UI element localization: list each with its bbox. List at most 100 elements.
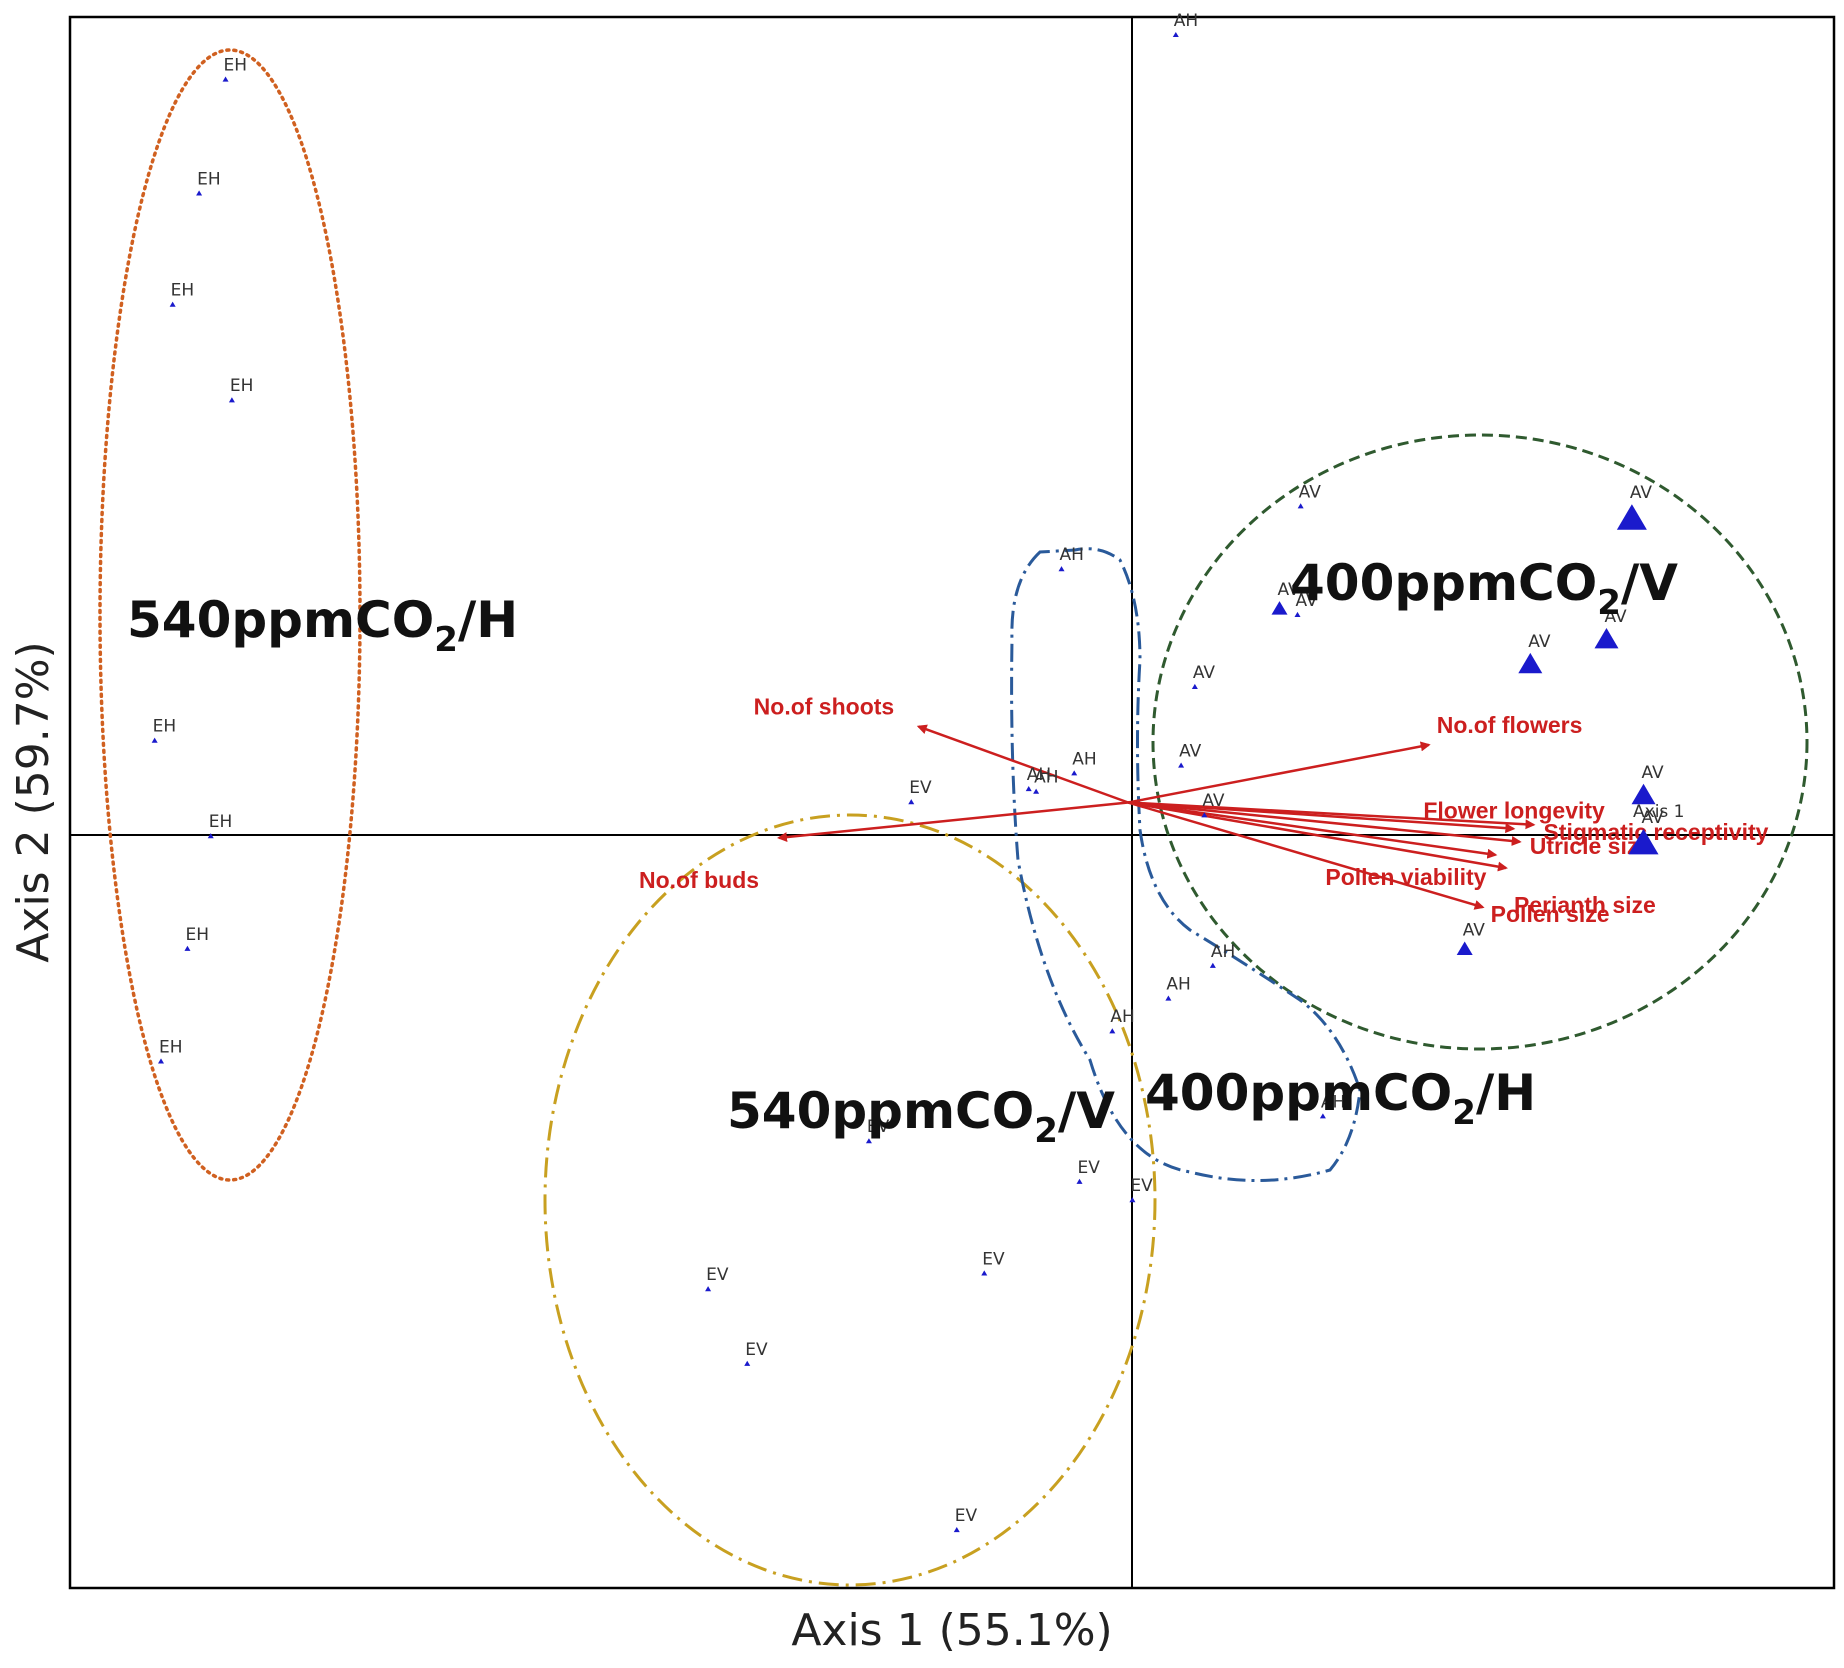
point-marker	[1076, 1178, 1083, 1184]
ellipse-540ppm-v	[543, 813, 1157, 1587]
point-marker	[1319, 1113, 1326, 1119]
point-marker	[222, 76, 229, 82]
point-label: AV	[1202, 791, 1225, 811]
vector-label: Pollen size	[1491, 901, 1610, 927]
ellipse-540ppm-h	[98, 48, 362, 1182]
point-marker	[1071, 770, 1078, 776]
x-axis-title: Axis 1 (55.1%)	[791, 1605, 1112, 1656]
point-label: AH	[1211, 942, 1235, 962]
point-label: AV	[1299, 482, 1322, 502]
point-label: AV	[1278, 580, 1301, 600]
vector-arrow	[1128, 801, 1498, 859]
point-label: EH	[185, 925, 209, 945]
point-marker	[744, 1360, 751, 1366]
vector-label: Perianth size	[1514, 892, 1656, 918]
point-marker	[865, 1138, 872, 1144]
group-labels-layer: 540ppmCO2/H 540ppmCO2/V 400ppmCO2/V 400ppmC…	[127, 554, 1678, 1151]
group-label-g540V: 540ppmCO2/V	[727, 1082, 1115, 1151]
point-label: EH	[230, 376, 254, 396]
point-marker	[1165, 995, 1172, 1001]
point-label: EV	[1130, 1176, 1153, 1196]
point-label: AV	[1528, 632, 1551, 652]
point-label: AH	[1034, 768, 1058, 788]
point-marker	[1172, 31, 1179, 38]
point-marker	[196, 190, 203, 196]
point-label: EH	[224, 55, 248, 75]
point-label: AV	[1193, 663, 1216, 683]
vector-label: Stigmatic receptivity	[1543, 819, 1768, 845]
point-label: EH	[159, 1037, 183, 1057]
point-label: AH	[1321, 1092, 1345, 1112]
point-label: EH	[209, 812, 233, 832]
point-marker	[184, 945, 191, 951]
point-label: AV	[1179, 741, 1202, 761]
ellipse-400ppm-v	[1151, 433, 1809, 1051]
point-marker	[158, 1058, 165, 1064]
point-marker	[228, 397, 235, 403]
point-label: AV	[1295, 591, 1318, 611]
point-marker	[1456, 941, 1473, 956]
vector-arrow	[1128, 801, 1522, 846]
point-label: AV	[1630, 483, 1653, 503]
vector-arrow	[1128, 801, 1536, 830]
point-label: AV	[1463, 920, 1486, 940]
point-marker	[1628, 828, 1659, 855]
vector-arrow	[1127, 801, 1485, 910]
point-marker	[705, 1286, 712, 1292]
point-marker	[1271, 601, 1288, 615]
point-marker	[908, 799, 915, 805]
vector-arrow	[916, 724, 1129, 804]
axis1-marker: Axis 1	[1633, 802, 1685, 822]
point-marker	[1297, 503, 1304, 509]
group-label-g400H: 400ppmCO2/H	[1145, 1064, 1536, 1133]
group-label-g540H: 540ppmCO2/H	[127, 591, 518, 660]
group-label-g400V: 400ppmCO2/V	[1290, 554, 1678, 623]
point-label: EV	[955, 1506, 978, 1526]
point-label: EV	[706, 1265, 729, 1285]
plot-frame	[68, 15, 1836, 1590]
point-label: EH	[171, 281, 195, 301]
vector-label: No.of shoots	[754, 694, 895, 720]
point-marker	[169, 301, 176, 307]
point-label: EV	[867, 1117, 890, 1137]
vector-label: No.of flowers	[1437, 712, 1583, 738]
point-marker	[1178, 762, 1185, 768]
point-marker	[1518, 652, 1543, 674]
point-marker	[1594, 628, 1619, 649]
point-label: EV	[982, 1249, 1005, 1269]
point-marker	[1616, 504, 1647, 530]
point-label: EH	[197, 169, 221, 189]
point-marker	[1294, 611, 1301, 618]
point-label: AH	[1166, 975, 1190, 995]
point-label: EV	[1078, 1158, 1101, 1178]
point-label: AH	[1060, 545, 1084, 565]
point-label: EH	[153, 717, 177, 737]
point-label: AV	[1642, 763, 1665, 783]
point-marker	[1209, 962, 1216, 968]
point-label: EV	[909, 778, 932, 798]
point-marker	[1025, 786, 1032, 792]
point-label: AH	[1110, 1007, 1134, 1027]
point-label: AH	[1174, 11, 1198, 31]
envelope-400ppm-h	[1010, 547, 1362, 1182]
vector-arrow	[1127, 741, 1431, 804]
point-marker	[1129, 1197, 1136, 1203]
point-marker	[1631, 783, 1656, 805]
point-marker	[1058, 566, 1065, 572]
point-label: AV	[1642, 808, 1665, 828]
point-marker	[1191, 683, 1198, 690]
point-label: AV	[1604, 607, 1627, 627]
point-marker	[953, 1527, 960, 1533]
y-axis-title: Axis 2 (59.7%)	[8, 641, 59, 962]
point-marker	[1109, 1028, 1116, 1034]
point-marker	[981, 1270, 988, 1276]
point-label: EV	[745, 1340, 768, 1360]
vector-arrow	[1127, 801, 1508, 872]
point-marker	[207, 833, 214, 839]
point-marker	[151, 737, 158, 743]
vector-label: No.of buds	[639, 867, 759, 893]
point-label: AH	[1027, 765, 1051, 785]
vector-arrow	[776, 801, 1129, 843]
